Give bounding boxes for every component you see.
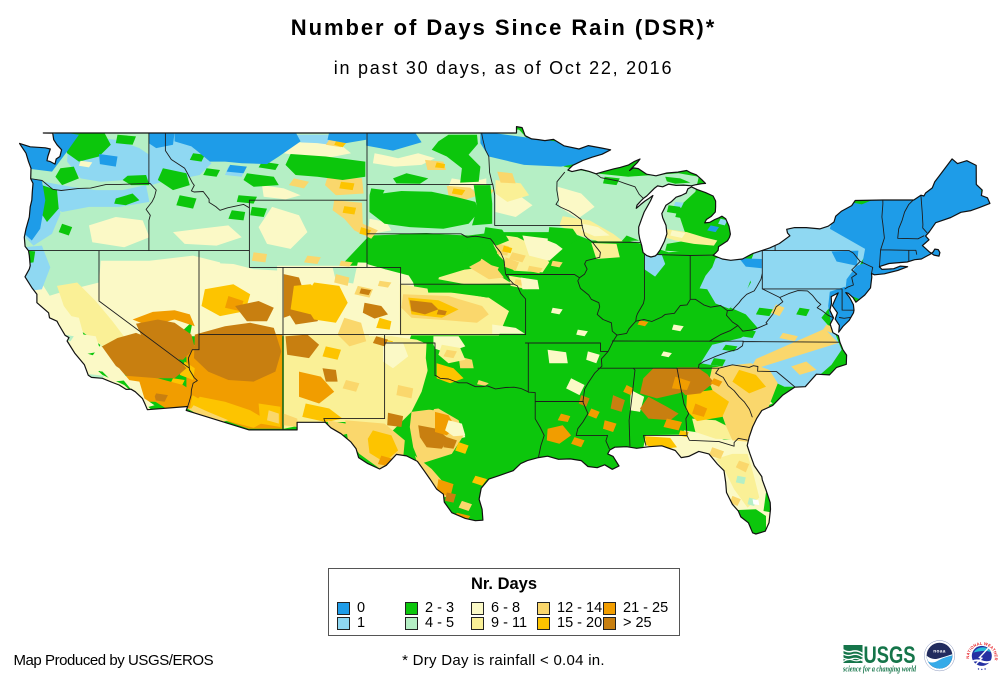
svg-text:noaa: noaa: [933, 650, 945, 655]
svg-text:science for a changing world: science for a changing world: [842, 665, 917, 674]
svg-text:USGS: USGS: [864, 642, 916, 669]
